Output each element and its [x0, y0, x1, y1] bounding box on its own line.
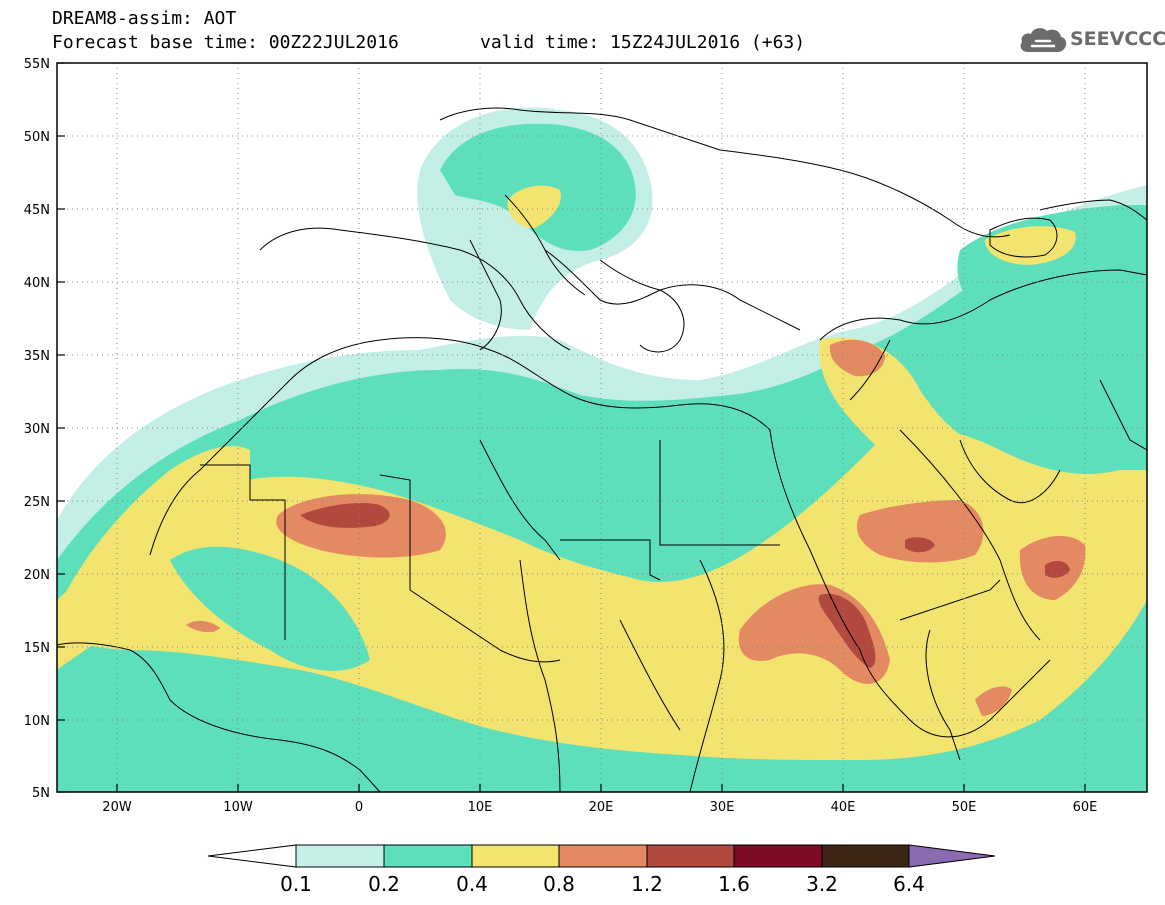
colorbar-low-arrow [207, 844, 297, 868]
colorbar-labels: 0.1 0.2 0.4 0.8 1.2 1.6 3.2 6.4 [280, 872, 925, 896]
lat-label: 25N [24, 495, 50, 510]
aot-region-1.2-oman [1045, 560, 1070, 578]
colorbar-bin [383, 844, 473, 868]
colorbar [207, 844, 996, 868]
lon-label: 30E [710, 800, 735, 815]
colorbar-label: 6.4 [893, 872, 925, 896]
aot-region-0.2-mali [170, 546, 370, 671]
lon-label: 10W [223, 800, 253, 815]
colorbar-label: 0.8 [543, 872, 575, 896]
logo-text: SEEVCCC [1070, 28, 1165, 50]
lon-label: 60E [1073, 800, 1098, 815]
colorbar-bin [558, 844, 648, 868]
aot-region-0.8-somalia [975, 686, 1012, 716]
lat-label: 40N [24, 276, 50, 291]
colorbar-label: 0.4 [456, 872, 488, 896]
lon-label: 10E [468, 800, 493, 815]
colorbar-bin [471, 844, 560, 868]
colorbar-bin [295, 844, 385, 868]
tick-marks [57, 62, 1086, 793]
map-title: DREAM8-assim: AOT [52, 8, 237, 29]
lat-label: 50N [24, 130, 50, 145]
colorbar-bin [733, 844, 823, 868]
colorbar-label: 3.2 [806, 872, 838, 896]
aot-region-0.4-west [57, 446, 250, 670]
lat-label: 20N [24, 568, 50, 583]
longitude-labels: 20W 10W 0 10E 20E 30E 40E 50E 60E [102, 800, 1097, 815]
lat-label: 45N [24, 203, 50, 218]
lat-label: 30N [24, 422, 50, 437]
colorbar-bin [821, 844, 910, 868]
valid-time: valid time: 15Z24JUL2016 (+63) [480, 32, 806, 53]
colorbar-label: 0.1 [280, 872, 312, 896]
colorbar-label: 0.2 [368, 872, 400, 896]
lat-label: 15N [24, 641, 50, 656]
lat-label: 55N [24, 57, 50, 72]
lon-label: 0 [355, 800, 363, 815]
forecast-base-time: Forecast base time: 00Z22JUL2016 [52, 32, 399, 53]
aot-region-0.8-senegal [186, 620, 220, 633]
lon-label: 20E [589, 800, 614, 815]
aot-region-1.2-saudi [905, 537, 935, 553]
colorbar-high-arrow [908, 844, 996, 868]
colorbar-label: 1.2 [631, 872, 663, 896]
seevccc-logo: SEEVCCC [1018, 24, 1165, 56]
aot-region-1.2-algeria [300, 503, 390, 528]
country-borders [57, 107, 1147, 792]
aot-region-0.4-croatia [507, 185, 561, 229]
aot-region-1.2-redsea [818, 593, 876, 668]
aot-region-0.8-iraq [829, 339, 885, 377]
aot-region-0.8-saudi [856, 500, 984, 563]
grid-lines [57, 63, 1147, 792]
colorbar-bin [646, 844, 735, 868]
lat-label: 10N [24, 714, 50, 729]
lat-label: 35N [24, 349, 50, 364]
lat-label: 5N [32, 786, 50, 801]
lon-label: 50E [952, 800, 977, 815]
cloud-icon [1020, 28, 1067, 52]
colorbar-label: 1.6 [718, 872, 750, 896]
lon-label: 20W [102, 800, 132, 815]
lon-label: 40E [831, 800, 856, 815]
latitude-labels: 55N 50N 45N 40N 35N 30N 25N 20N 15N 10N … [24, 57, 50, 801]
